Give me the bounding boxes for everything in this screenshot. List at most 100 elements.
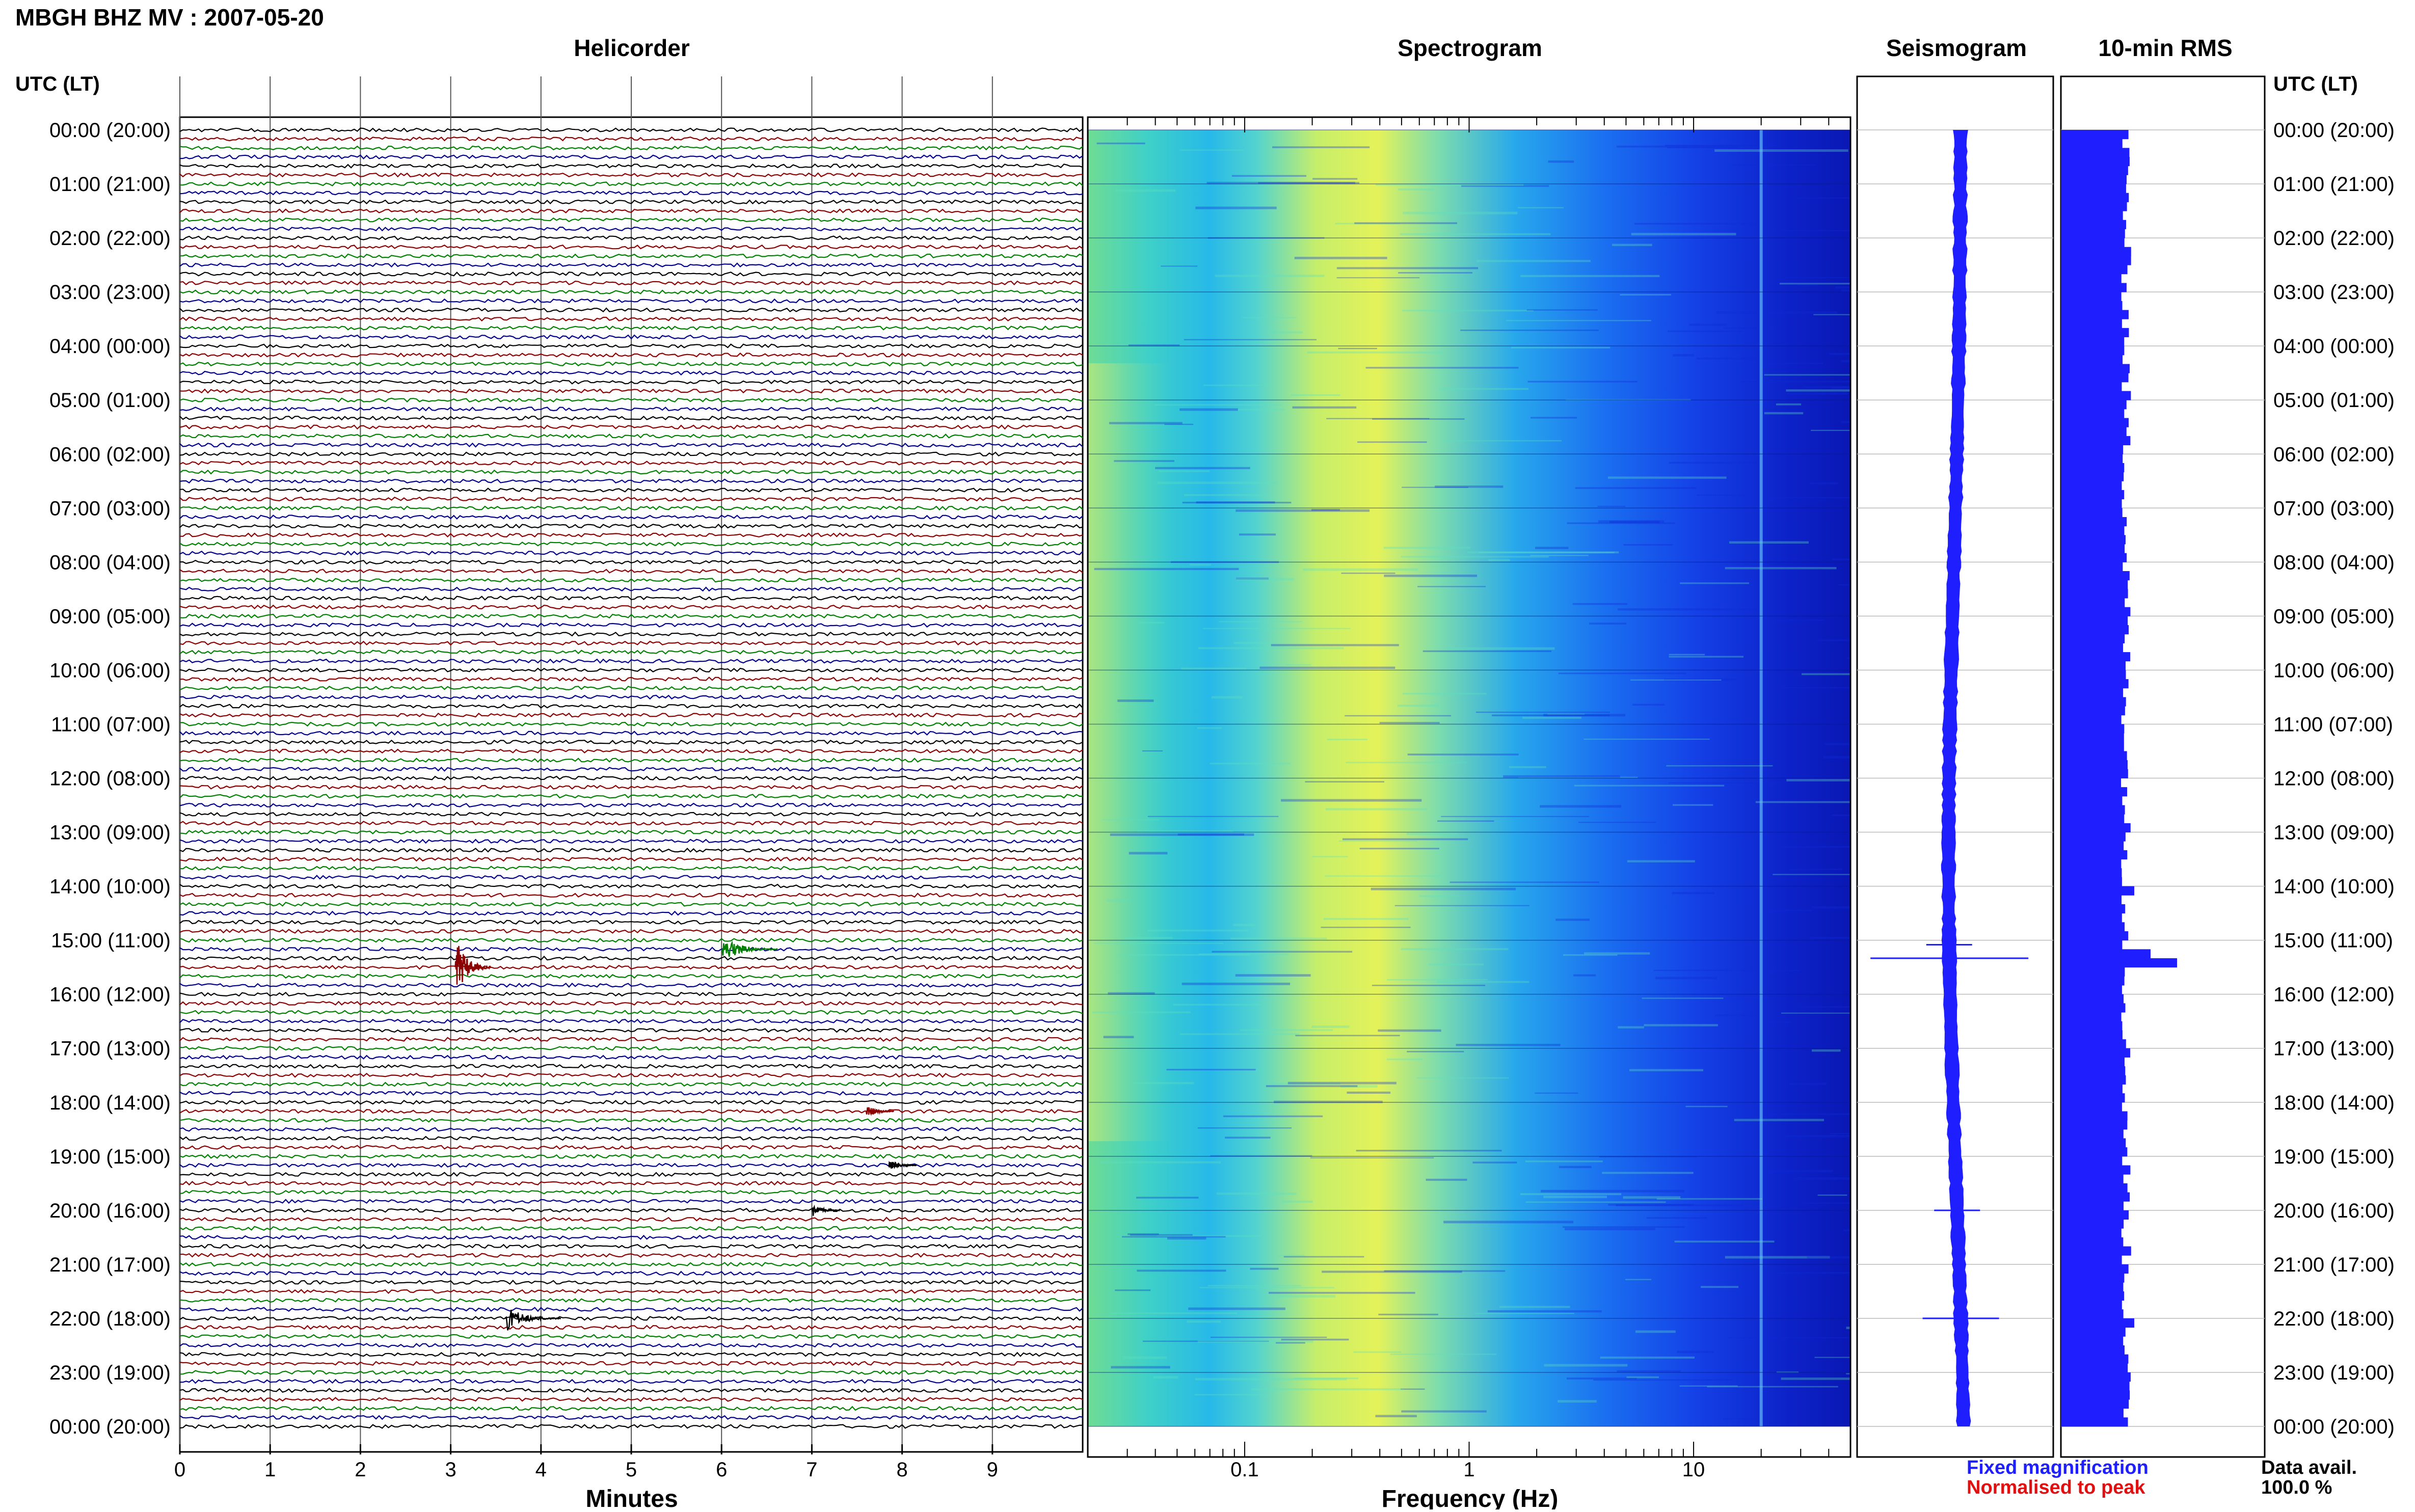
rms-bar: [2061, 1399, 2129, 1409]
spectrogram-texture: [1679, 1385, 1738, 1387]
helicorder-trace: [179, 1370, 1083, 1375]
helicorder-trace: [179, 1316, 1083, 1321]
helicorder-trace: [179, 488, 1083, 493]
spectrogram-texture: [1311, 508, 1340, 511]
helicorder-trace: [179, 316, 1083, 322]
spectrogram-texture: [1796, 284, 1818, 286]
spectrogram-texture: [1124, 937, 1173, 939]
spectrogram-texture: [1181, 667, 1247, 670]
helicorder-trace: [179, 1271, 1083, 1276]
helicorder-trace: [179, 172, 1083, 178]
spectrogram-texture: [1474, 1313, 1574, 1314]
time-label-right: 18:00 (14:00): [2273, 1092, 2395, 1114]
spectrogram-texture: [1128, 344, 1180, 346]
rms-bar: [2061, 877, 2122, 887]
spectrogram-texture: [1803, 386, 1850, 388]
spectrogram-texture: [1667, 330, 1743, 332]
spectrogram-texture: [1154, 404, 1282, 406]
rms-bar: [2061, 1003, 2126, 1013]
spectrogram-texture: [1447, 647, 1555, 650]
spectrogram-texture: [1269, 1291, 1415, 1294]
spectrogram-texture: [1281, 799, 1422, 802]
spectrogram-texture: [1811, 429, 1850, 431]
spectrogram-texture: [1801, 1202, 1850, 1204]
helicorder-trace: [179, 766, 1083, 772]
spectrogram-texture: [1187, 1320, 1221, 1323]
rms-bar: [2061, 706, 2125, 716]
rms-bar: [2061, 409, 2125, 419]
rms-bar: [2061, 1039, 2126, 1049]
rms-bar: [2061, 913, 2122, 923]
helicorder-trace: [179, 748, 1083, 754]
time-label-right: 09:00 (05:00): [2273, 605, 2395, 628]
spectrogram-texture: [1707, 1386, 1838, 1388]
spectrogram-texture: [1199, 953, 1289, 955]
rms-bar: [2061, 841, 2124, 851]
spectrogram-texture: [1386, 1058, 1423, 1060]
rms-bar: [2061, 724, 2125, 734]
spectrogram-texture: [1147, 816, 1279, 817]
helicorder-trace: [179, 937, 1083, 943]
spectrogram-texture: [1325, 875, 1440, 877]
time-label-left: 00:00 (20:00): [49, 119, 171, 142]
rms-bar: [2061, 193, 2129, 202]
helicorder-event: [504, 1309, 561, 1331]
rms-bar: [2061, 130, 2129, 140]
rms-bar: [2061, 283, 2127, 292]
helicorder-trace: [179, 1234, 1083, 1240]
spectrogram-texture: [1563, 954, 1618, 956]
time-label-right: 04:00 (00:00): [2273, 335, 2395, 358]
spectrogram-texture: [1665, 145, 1778, 146]
helicorder-trace: [179, 1289, 1083, 1294]
spectrogram-texture: [1258, 182, 1359, 184]
spectrogram-texture: [1817, 639, 1850, 641]
helicorder-xtick-label: 3: [445, 1459, 456, 1481]
spectrogram-texture: [1203, 384, 1272, 386]
spectrogram-texture: [1562, 1226, 1685, 1228]
time-axis-header-right: UTC (LT): [2273, 73, 2358, 95]
spectrogram-texture: [1386, 979, 1488, 981]
helicorder-event: [454, 946, 492, 985]
spectrogram-texture: [1281, 1200, 1313, 1203]
spectrogram-texture: [1423, 650, 1551, 652]
time-label-left: 22:00 (18:00): [49, 1308, 171, 1330]
helicorder-trace: [179, 1109, 1083, 1114]
helicorder-trace: [179, 731, 1083, 736]
spectrogram-texture: [1110, 1312, 1238, 1314]
helicorder-trace: [179, 1298, 1083, 1303]
time-label-left: 21:00 (17:00): [49, 1254, 171, 1276]
spectrogram-texture: [1830, 1132, 1850, 1134]
rms-bar: [2061, 1255, 2122, 1265]
helicorder-trace: [179, 208, 1083, 213]
spectrogram-texture: [1535, 547, 1569, 549]
spectrogram-texture: [1164, 423, 1193, 425]
spectrogram-texture: [1487, 1310, 1602, 1313]
spectrogram-texture: [1211, 1336, 1327, 1338]
spectrogram-texture: [1558, 672, 1686, 674]
spectrogram-texture: [1631, 233, 1736, 236]
spectrogram-texture: [1311, 1025, 1350, 1028]
rms-bar: [2061, 499, 2122, 508]
spectrogram-texture: [1669, 654, 1705, 656]
rms-bar: [2061, 1345, 2125, 1355]
helicorder-trace: [179, 1207, 1083, 1213]
helicorder-trace: [179, 650, 1083, 655]
spectrogram-texture: [1384, 1270, 1506, 1272]
spectrogram-texture: [1667, 147, 1739, 149]
rms-bar: [2061, 1264, 2129, 1274]
spectrogram-texture: [1390, 1354, 1496, 1355]
helicorder-trace: [179, 542, 1083, 547]
helicorder-trace: [179, 1145, 1083, 1150]
spectrogram-texture: [1689, 323, 1726, 326]
rms-bar: [2061, 391, 2131, 400]
spectrogram-texture: [1251, 1388, 1404, 1390]
spectrogram-texture: [1403, 211, 1518, 214]
time-label-right: 17:00 (13:00): [2273, 1038, 2395, 1060]
spectrogram-texture: [1197, 1340, 1313, 1343]
spectrogram-texture: [1236, 578, 1295, 581]
data-availability-label: Data avail.: [2261, 1457, 2357, 1478]
spectrogram-texture: [1734, 1119, 1824, 1121]
time-label-left: 23:00 (19:00): [49, 1362, 171, 1384]
spectrogram-texture: [1129, 852, 1168, 855]
